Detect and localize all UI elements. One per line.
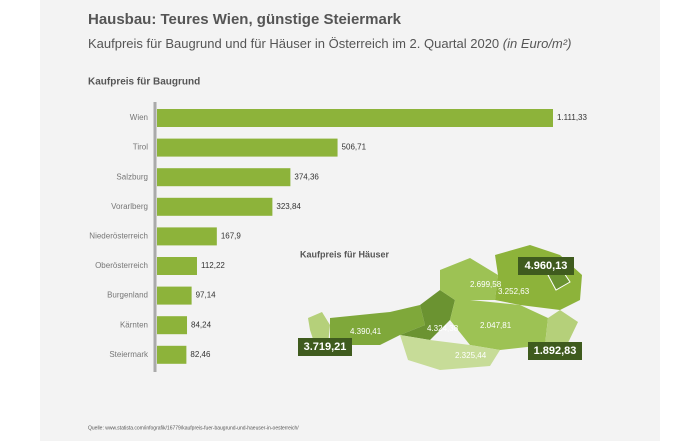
value-label: 84,24 bbox=[191, 320, 212, 329]
value-label: 323,84 bbox=[276, 202, 301, 211]
map-label: 2.699,58 bbox=[470, 280, 502, 289]
subtitle: Kaufpreis für Baugrund und für Häuser in… bbox=[88, 36, 571, 51]
map bbox=[308, 245, 582, 370]
bar bbox=[157, 345, 187, 364]
value-label: 82,46 bbox=[190, 350, 211, 359]
category-label: Steiermark bbox=[109, 350, 149, 359]
bar bbox=[157, 286, 192, 305]
bar bbox=[157, 257, 197, 275]
region bbox=[400, 335, 500, 370]
map-label: 1.892,83 bbox=[534, 345, 577, 357]
region bbox=[450, 300, 548, 350]
label-box bbox=[518, 257, 574, 275]
bar bbox=[157, 316, 188, 335]
section-label: Kaufpreis für Baugrund bbox=[88, 77, 200, 88]
category-label: Tirol bbox=[133, 143, 148, 152]
value-label: 97,14 bbox=[196, 291, 217, 300]
value-label: 374,36 bbox=[294, 172, 319, 181]
map-label: 2.047,81 bbox=[480, 321, 512, 330]
map-title: Kaufpreis für Häuser bbox=[300, 249, 390, 259]
region bbox=[545, 310, 578, 347]
map-label: 4.390,41 bbox=[350, 327, 382, 336]
map-label: 3.719,21 bbox=[304, 341, 347, 353]
map-label: 4.324,38 bbox=[427, 324, 459, 333]
bar bbox=[157, 168, 291, 187]
value-label: 167,9 bbox=[221, 232, 242, 241]
map-label: 2.325,44 bbox=[455, 351, 487, 360]
region bbox=[308, 312, 330, 345]
value-label: 112,22 bbox=[201, 261, 225, 270]
category-label: Kärnten bbox=[120, 320, 148, 329]
category-label: Oberösterreich bbox=[95, 261, 148, 270]
subtitle-text: Kaufpreis für Baugrund und für Häuser in… bbox=[88, 36, 499, 51]
bar bbox=[157, 227, 217, 246]
category-label: Salzburg bbox=[116, 172, 148, 181]
chart-title: Hausbau: Teures Wien, günstige Steiermar… bbox=[88, 11, 402, 28]
label-box bbox=[298, 338, 352, 356]
region bbox=[400, 290, 455, 340]
label-box bbox=[528, 342, 582, 360]
card bbox=[40, 0, 660, 441]
bar bbox=[157, 109, 553, 127]
category-label: Niederösterreich bbox=[89, 232, 148, 241]
region bbox=[440, 258, 498, 300]
category-label: Vorarlberg bbox=[111, 202, 148, 211]
value-label: 506,71 bbox=[342, 143, 367, 152]
category-label: Burgenland bbox=[107, 291, 148, 300]
bar bbox=[157, 138, 338, 157]
source: Quelle: www.statista.com/infografik/1677… bbox=[88, 425, 299, 431]
map-label: 3.252,63 bbox=[498, 287, 530, 296]
map-label: 4.960,13 bbox=[525, 260, 568, 272]
subtitle-unit: (in Euro/m²) bbox=[503, 36, 572, 51]
category-label: Wien bbox=[130, 113, 148, 122]
value-label: 1.111,33 bbox=[557, 113, 588, 122]
region bbox=[330, 305, 425, 345]
bar bbox=[157, 197, 273, 216]
